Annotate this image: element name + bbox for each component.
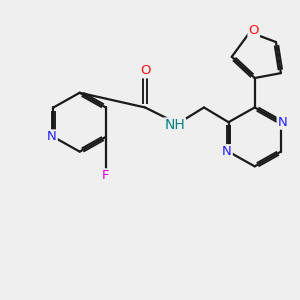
- Text: F: F: [102, 169, 110, 182]
- Text: N: N: [47, 130, 57, 143]
- Text: N: N: [222, 145, 232, 158]
- Text: N: N: [278, 116, 287, 129]
- Text: NH: NH: [164, 118, 185, 133]
- Text: O: O: [140, 64, 150, 77]
- Text: O: O: [248, 24, 259, 37]
